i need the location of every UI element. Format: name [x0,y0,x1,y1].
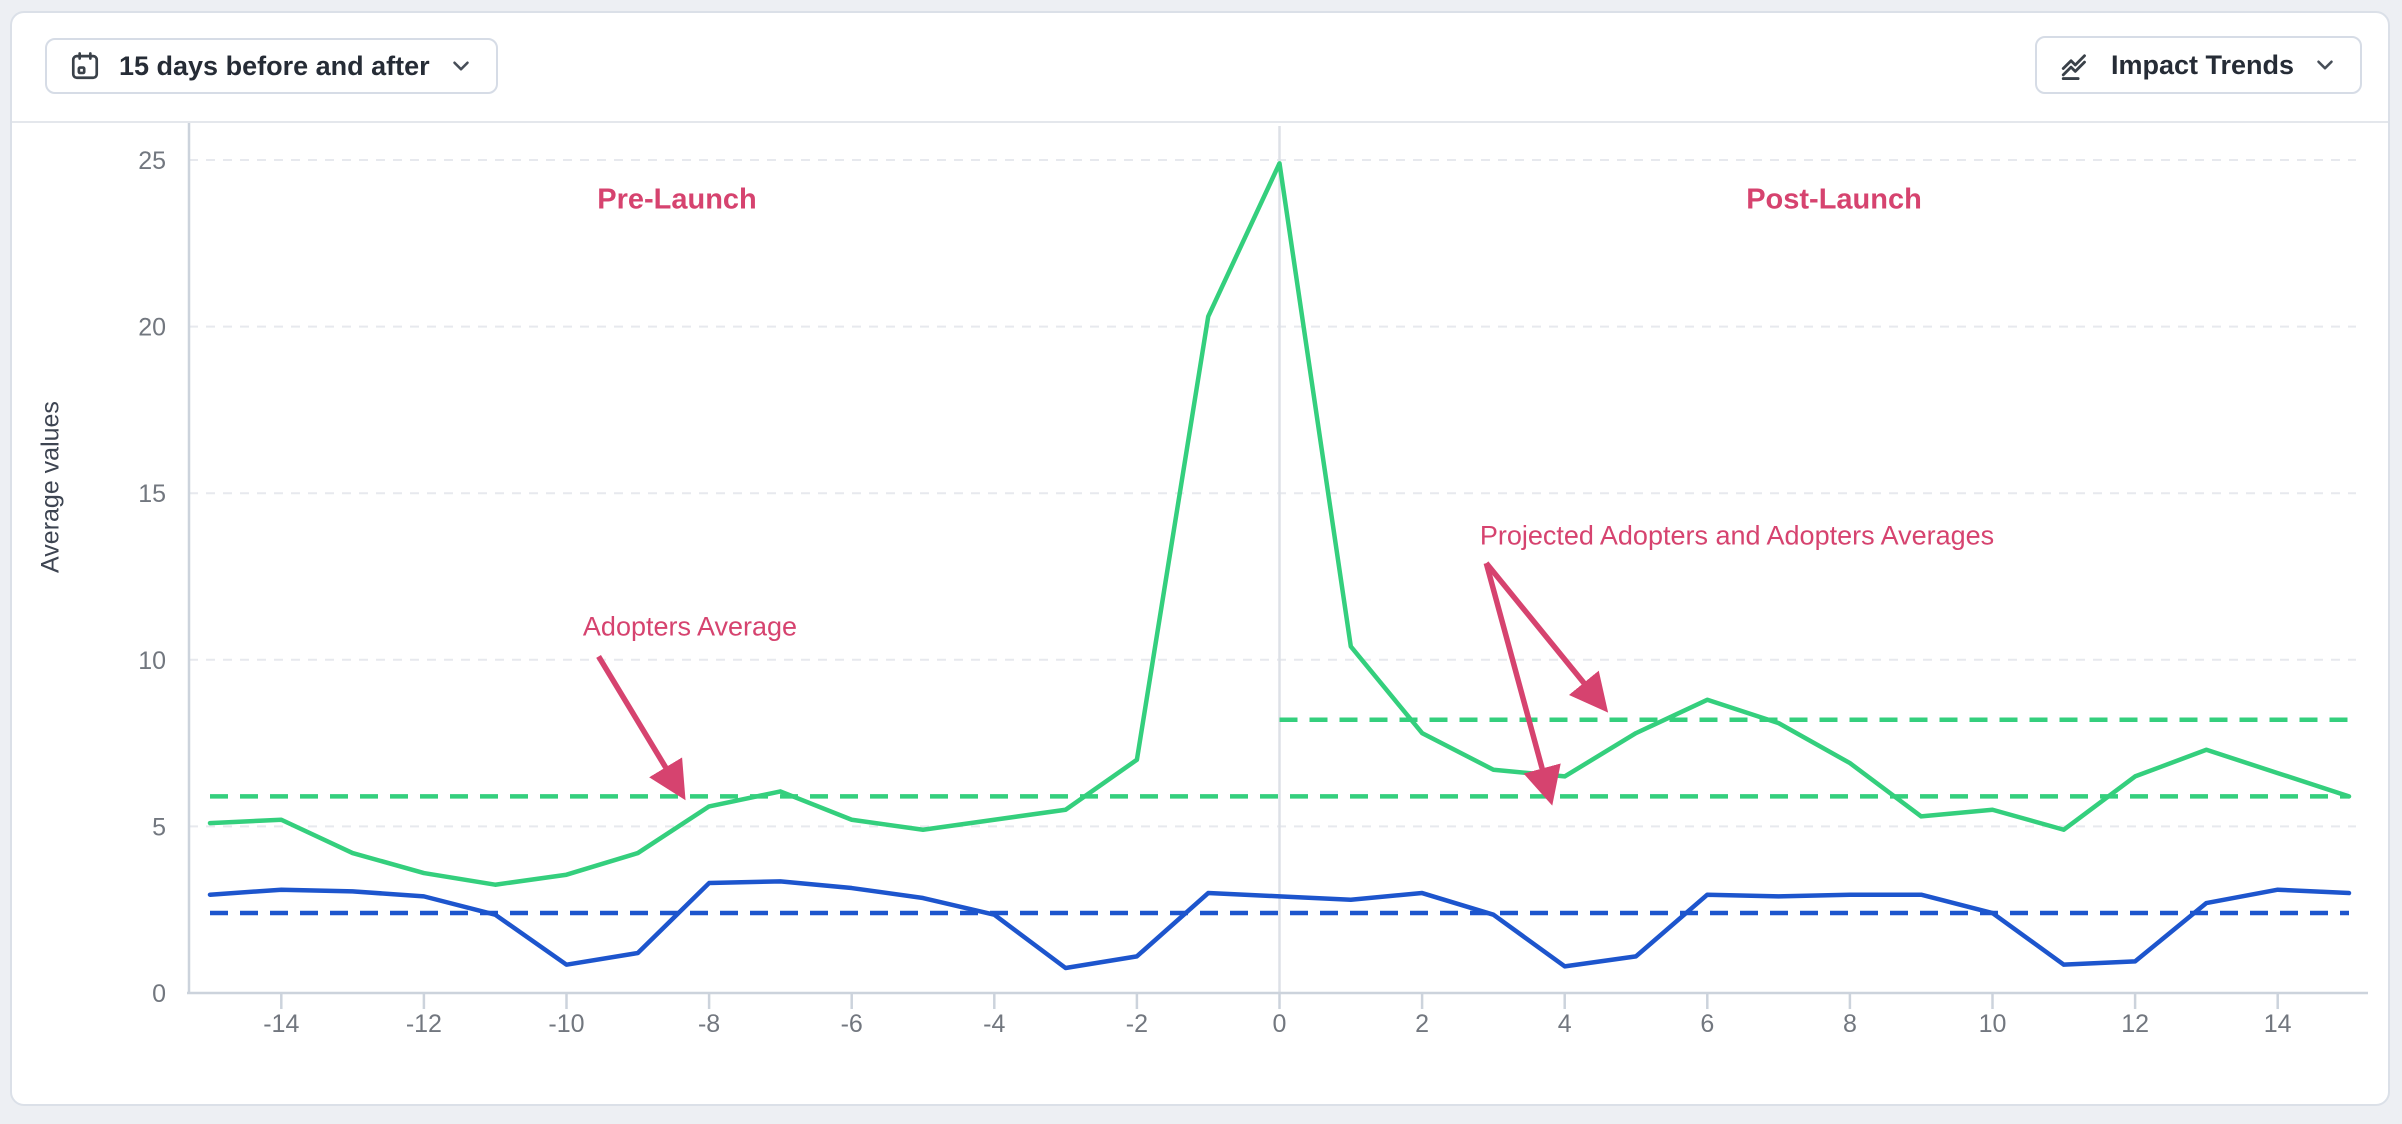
toolbar: 15 days before and after Impact Trends [12,13,2388,123]
chevron-down-icon [448,53,474,79]
series-comparison-blue-series [207,879,2352,971]
x-tick-label: -6 [841,1010,863,1038]
annotation-pre-launch: Pre-Launch [597,183,757,216]
annotation-arrow-3 [1483,562,1561,806]
x-tick-label: 10 [1979,1010,2007,1038]
x-tick-label: -4 [983,1010,1005,1038]
x-tick-label: 2 [1415,1010,1429,1038]
x-tick-label: 12 [2121,1010,2149,1038]
annotation-arrow-1 [596,655,686,801]
x-tick-label: -12 [406,1010,442,1038]
x-tick-label: 4 [1558,1010,1572,1038]
date-range-button[interactable]: 15 days before and after [45,38,498,94]
x-tick-label: -8 [698,1010,720,1038]
x-tick-label: 8 [1843,1010,1857,1038]
impact-trends-button[interactable]: Impact Trends [2034,36,2362,94]
date-range-label: 15 days before and after [119,50,430,81]
x-tick-label: -2 [1126,1010,1148,1038]
chevron-down-icon [2312,52,2338,78]
x-tick-label: -14 [263,1010,299,1038]
y-tick-label: 20 [138,314,166,342]
line-chart-icon [2059,48,2093,82]
annotation-arrow-2 [1484,561,1609,713]
impact-trends-label: Impact Trends [2110,49,2294,80]
x-tick-label: -10 [548,1010,584,1038]
annotation-adopters-average: Adopters Average [582,611,798,642]
series-Adopters [207,161,2352,887]
y-tick-label: 25 [138,147,166,175]
x-tick-label: 0 [1273,1010,1287,1038]
calendar-icon [69,50,101,82]
x-tick-label: 6 [1700,1010,1714,1038]
y-tick-label: 5 [152,813,166,841]
annotation-post-launch: Post-Launch [1746,183,1922,216]
y-tick-label: 10 [138,647,166,675]
y-tick-label: 15 [138,480,166,508]
y-tick-label: 0 [152,980,166,1008]
y-axis-title: Average values [36,401,65,573]
chart-card: 15 days before and after Impact Trends [10,11,2390,1106]
annotation-projected-averages: Projected Adopters and Adopters Averages [1479,520,1995,551]
x-tick-label: 14 [2264,1010,2292,1038]
